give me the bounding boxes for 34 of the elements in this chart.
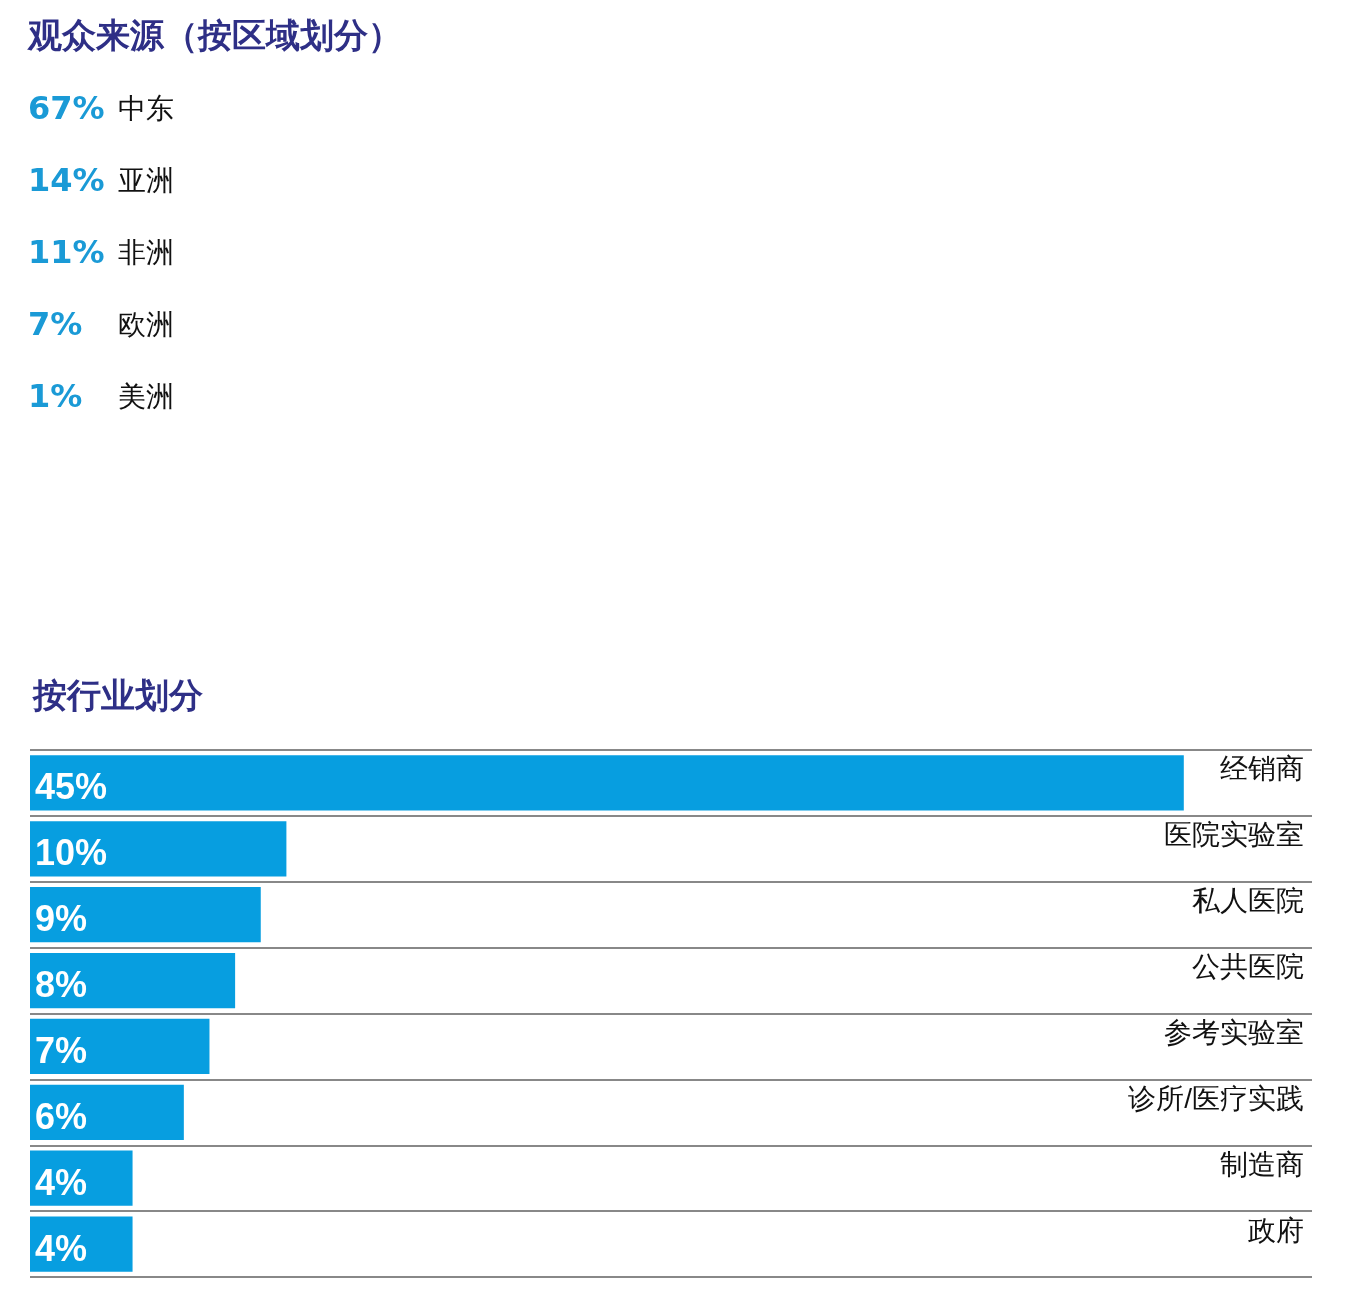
text: 1% (28, 377, 83, 415)
bar (30, 821, 287, 877)
y-tick-label: 政府 (1248, 1214, 1304, 1246)
text: 观众来源（按区域划分） (27, 15, 402, 55)
y-tick-label: 私人医院 (1192, 885, 1304, 917)
bar (30, 887, 261, 943)
bar (30, 1084, 184, 1140)
category-label: 中东 (118, 91, 174, 125)
text: 14% (28, 161, 105, 199)
category-label: 非洲 (118, 235, 174, 269)
data-label: 7% (35, 1029, 88, 1071)
y-tick-label: 公共医院 (1192, 951, 1304, 983)
y-tick-label: 医院实验室 (1164, 819, 1304, 851)
data-label: 8% (35, 964, 88, 1006)
text: 11% (28, 233, 105, 271)
category-label: 亚洲 (118, 163, 174, 197)
data-label: 4% (35, 1227, 88, 1269)
bar (30, 1018, 210, 1075)
text: 7% (28, 305, 83, 343)
bar (30, 952, 236, 1009)
data-label: 10% (35, 832, 108, 874)
y-tick-label: 参考实验室 (1164, 1016, 1304, 1048)
text: 67% (28, 89, 105, 127)
data-label: 45% (35, 766, 108, 808)
chart-title: 按行业划分 (32, 675, 203, 715)
y-tick-label: 诊所/医疗实践 (1128, 1082, 1304, 1114)
category-label: 美洲 (118, 379, 174, 413)
y-tick-label: 经销商 (1220, 753, 1304, 785)
data-label: 6% (35, 1095, 88, 1137)
data-label: 9% (35, 898, 88, 940)
data-label: 4% (35, 1161, 88, 1203)
y-tick-label: 制造商 (1220, 1148, 1304, 1180)
category-label: 欧洲 (118, 307, 174, 341)
bar (30, 755, 1184, 811)
